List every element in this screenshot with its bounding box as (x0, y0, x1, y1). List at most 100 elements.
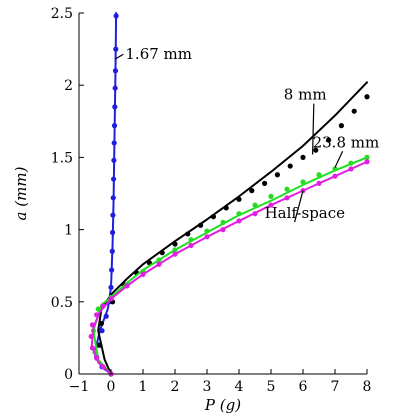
x-tick-label: 5 (267, 379, 276, 395)
y-tick-label: 2 (64, 78, 73, 94)
data-point (172, 241, 178, 247)
axes-layer: −1 0 1 2 3 4 5 6 7 800.511.522.5 (51, 6, 372, 395)
data-point (99, 328, 105, 334)
data-point (236, 218, 242, 224)
y-tick-label: 1 (64, 223, 73, 239)
annotation-3: Half-space (265, 190, 346, 223)
data-point (252, 211, 258, 217)
x-tick-label: −1 (69, 379, 90, 395)
data-point (172, 247, 178, 253)
data-point (156, 261, 162, 267)
y-axis-label: a (mm) (12, 166, 30, 220)
data-point (262, 180, 268, 186)
data-point (284, 186, 290, 192)
data-point (252, 202, 258, 208)
data-point (185, 231, 191, 237)
series-line-1 (97, 81, 368, 375)
annotation-0: 1.67 mm (114, 45, 192, 63)
data-point (110, 176, 117, 182)
plot-area (79, 13, 367, 374)
data-point (284, 195, 290, 201)
annotation-1: 8 mm (284, 86, 327, 155)
series-3 (88, 159, 370, 377)
data-point (300, 179, 306, 185)
data-point (172, 251, 178, 257)
data-point (111, 140, 117, 146)
data-point (188, 237, 194, 243)
data-point (108, 296, 114, 302)
y-tick-label: 0.5 (51, 295, 73, 311)
annotation-text: 23.8 mm (313, 133, 380, 151)
data-point (364, 159, 370, 165)
data-point (89, 322, 96, 328)
x-tick-label: 0 (107, 379, 116, 395)
data-point (300, 154, 306, 160)
data-point (111, 123, 118, 129)
annotation-pointer (312, 103, 315, 155)
annotation-pointer (114, 53, 124, 60)
data-point (332, 166, 338, 172)
data-point (300, 188, 306, 194)
data-point (348, 166, 354, 172)
y-tick-label: 1.5 (51, 150, 73, 166)
data-point (98, 320, 104, 327)
x-tick-label: 7 (331, 379, 340, 395)
data-point (140, 271, 146, 277)
annotations-layer: 1.67 mm 8 mm 23.8 mm Half-space (114, 45, 380, 223)
data-point (109, 248, 115, 254)
data-point (112, 104, 118, 110)
data-point (223, 205, 229, 211)
data-point (103, 313, 109, 319)
annotation-pointer (334, 151, 344, 168)
data-point (112, 85, 118, 91)
series-layer (88, 12, 370, 377)
annotation-2: 23.8 mm (313, 133, 380, 168)
data-point (198, 222, 204, 228)
data-point (236, 211, 242, 217)
x-tick-label: 6 (299, 379, 308, 395)
data-point (249, 188, 255, 194)
data-point (111, 157, 117, 163)
data-point (351, 108, 357, 114)
data-point (113, 13, 119, 19)
data-point (108, 284, 114, 290)
data-point (100, 303, 106, 309)
data-point (316, 172, 322, 178)
data-point (100, 364, 106, 370)
data-point (364, 94, 370, 100)
x-axis-label: P (g) (204, 396, 241, 414)
data-point (274, 172, 280, 178)
x-tick-label: 4 (235, 379, 244, 395)
data-point (204, 234, 210, 240)
data-point (95, 306, 101, 312)
data-point (210, 214, 216, 220)
y-tick-label: 2.5 (51, 6, 73, 22)
data-point (109, 267, 115, 273)
annotation-text: 8 mm (284, 86, 327, 104)
data-point (268, 193, 274, 199)
data-point (204, 228, 210, 234)
data-point (220, 219, 226, 225)
data-point (97, 342, 103, 348)
annotation-text: Half-space (265, 204, 346, 222)
data-point (88, 333, 94, 340)
data-point (94, 312, 100, 318)
data-point (94, 355, 100, 361)
data-point (316, 180, 322, 186)
data-point (124, 283, 130, 289)
data-point (326, 137, 332, 143)
data-point (348, 160, 354, 166)
data-point (287, 163, 293, 169)
x-tick-label: 1 (139, 379, 148, 395)
data-point (110, 195, 116, 201)
data-point (188, 242, 194, 249)
data-point (338, 123, 344, 129)
x-tick-label: 2 (171, 379, 180, 395)
data-point (110, 229, 116, 236)
data-point (113, 46, 119, 52)
y-tick-label: 0 (64, 367, 73, 383)
plot-background (79, 13, 367, 374)
data-point (112, 68, 119, 74)
